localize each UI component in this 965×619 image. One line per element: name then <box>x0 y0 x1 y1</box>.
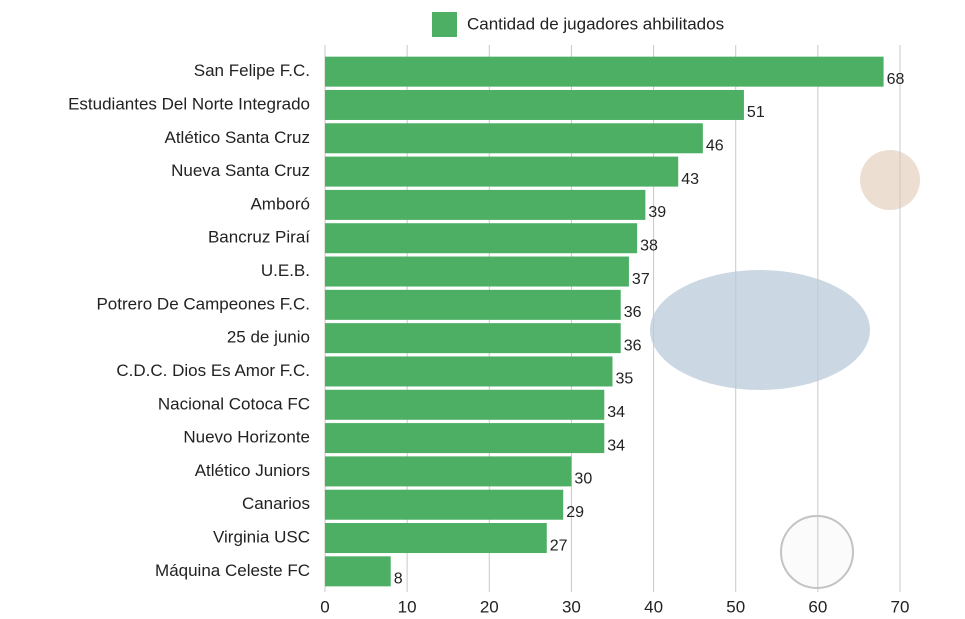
bar <box>325 456 571 486</box>
legend-label: Cantidad de jugadores ahbilitados <box>467 14 724 33</box>
bar <box>325 556 391 586</box>
value-label: 8 <box>394 571 403 588</box>
value-label: 51 <box>747 104 765 121</box>
value-label: 38 <box>640 237 658 254</box>
value-label: 27 <box>550 537 568 554</box>
y-tick-label: Atlético Santa Cruz <box>164 128 310 147</box>
y-tick-label: Canarios <box>242 494 310 513</box>
value-label: 36 <box>624 337 642 354</box>
y-tick-label: Bancruz Piraí <box>208 228 310 247</box>
bar <box>325 523 547 553</box>
y-tick-label: Potrero De Campeones F.C. <box>96 294 310 313</box>
y-tick-label: C.D.C. Dios Es Amor F.C. <box>116 361 310 380</box>
bar <box>325 223 637 253</box>
value-label: 30 <box>574 471 592 488</box>
value-label: 29 <box>566 504 584 521</box>
x-tick-label: 40 <box>644 597 663 616</box>
y-tick-label: Nuevo Horizonte <box>183 428 310 447</box>
y-tick-label: Virginia USC <box>213 528 310 547</box>
bar <box>325 490 563 520</box>
x-tick-label: 60 <box>808 597 827 616</box>
legend-swatch <box>432 12 457 37</box>
y-tick-label: San Felipe F.C. <box>194 61 310 80</box>
value-label: 43 <box>681 171 699 188</box>
y-tick-label: Máquina Celeste FC <box>155 561 310 580</box>
y-tick-label: 25 de junio <box>227 328 310 347</box>
bar <box>325 290 621 320</box>
value-label: 37 <box>632 271 650 288</box>
x-tick-label: 70 <box>891 597 910 616</box>
bar <box>325 423 604 453</box>
y-tick-label: Estudiantes Del Norte Integrado <box>68 94 310 113</box>
y-tick-label: Amboró <box>250 194 310 213</box>
bar <box>325 157 678 187</box>
bar <box>325 257 629 287</box>
x-tick-label: 0 <box>320 597 329 616</box>
x-tick-label: 10 <box>398 597 417 616</box>
bar <box>325 90 744 120</box>
bar <box>325 390 604 420</box>
y-tick-label: Nueva Santa Cruz <box>171 161 310 180</box>
y-tick-label: U.E.B. <box>261 261 310 280</box>
x-tick-label: 30 <box>562 597 581 616</box>
value-label: 36 <box>624 304 642 321</box>
value-label: 68 <box>887 71 905 88</box>
bar <box>325 57 884 87</box>
value-label: 34 <box>607 404 625 421</box>
chart: Cantidad de jugadores ahbilitados 0 10 20 3… <box>0 0 965 619</box>
bar <box>325 323 621 353</box>
bar <box>325 190 645 220</box>
x-tick-label: 20 <box>480 597 499 616</box>
y-tick-label: Atlético Juniors <box>195 461 310 480</box>
value-label: 35 <box>616 371 634 388</box>
bar <box>325 356 613 386</box>
value-label: 34 <box>607 437 625 454</box>
background-illustration <box>650 150 920 588</box>
value-label: 46 <box>706 138 724 155</box>
x-tick-label: 50 <box>726 597 745 616</box>
value-label: 39 <box>648 204 666 221</box>
bar <box>325 123 703 153</box>
y-tick-label: Nacional Cotoca FC <box>158 394 310 413</box>
